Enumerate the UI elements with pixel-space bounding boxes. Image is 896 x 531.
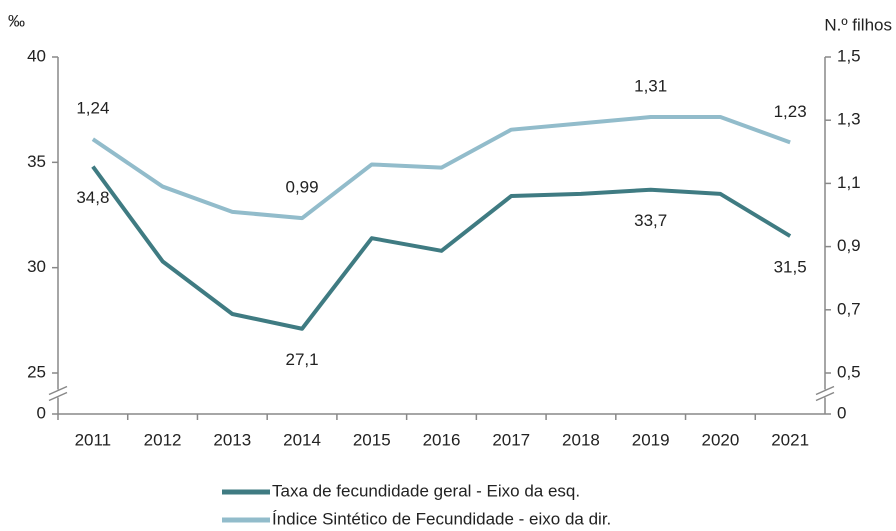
y2-axis-unit: N.º filhos: [824, 15, 892, 34]
y2-tick-label: 0: [837, 403, 846, 422]
x-tick-label: 2013: [213, 430, 251, 449]
data-label: 1,23: [774, 102, 807, 121]
y2-tick-label: 0,9: [837, 236, 861, 255]
data-label: 1,24: [76, 99, 109, 118]
x-tick-label: 2014: [283, 430, 321, 449]
axis-break: [48, 385, 68, 396]
legend-label: Taxa de fecundidade geral - Eixo da esq.: [272, 481, 580, 500]
x-tick-label: 2011: [75, 430, 112, 449]
x-tick-label: 2016: [423, 430, 461, 449]
axis-break: [815, 385, 835, 396]
data-label: 34,8: [76, 188, 109, 207]
y-tick-label: 35: [27, 152, 46, 171]
y2-tick-label: 0,7: [837, 299, 861, 318]
data-label: 1,31: [634, 77, 667, 96]
axis-break-gap: [817, 389, 833, 398]
x-tick-label: 2020: [701, 430, 739, 449]
data-label: 33,7: [634, 211, 667, 230]
y-tick-label: 30: [27, 257, 46, 276]
y-tick-label: 0: [37, 403, 46, 422]
axis-break: [48, 391, 68, 402]
x-tick-label: 2017: [492, 430, 530, 449]
y2-tick-label: 1,5: [837, 46, 861, 65]
y2-tick-label: 0,5: [837, 362, 861, 381]
data-label: 27,1: [285, 350, 318, 369]
series-line: [91, 165, 792, 331]
data-label: 31,5: [774, 258, 807, 277]
data-label: 0,99: [285, 178, 318, 197]
axis-break-gap: [50, 389, 66, 398]
x-tick-label: 2021: [771, 430, 809, 449]
y-axis-unit: ‰: [8, 11, 25, 30]
y2-tick-label: 1,3: [837, 110, 861, 129]
legend-label: Índice Sintético de Fecundidade - eixo d…: [272, 509, 611, 528]
axis-break: [815, 391, 835, 402]
y2-tick-label: 1,1: [837, 173, 861, 192]
x-tick-label: 2015: [353, 430, 391, 449]
y-tick-label: 25: [27, 362, 46, 381]
x-tick-label: 2019: [632, 430, 670, 449]
series-line: [91, 115, 791, 221]
x-tick-label: 2012: [144, 430, 182, 449]
x-tick-label: 2018: [562, 430, 600, 449]
y-tick-label: 40: [27, 46, 46, 65]
